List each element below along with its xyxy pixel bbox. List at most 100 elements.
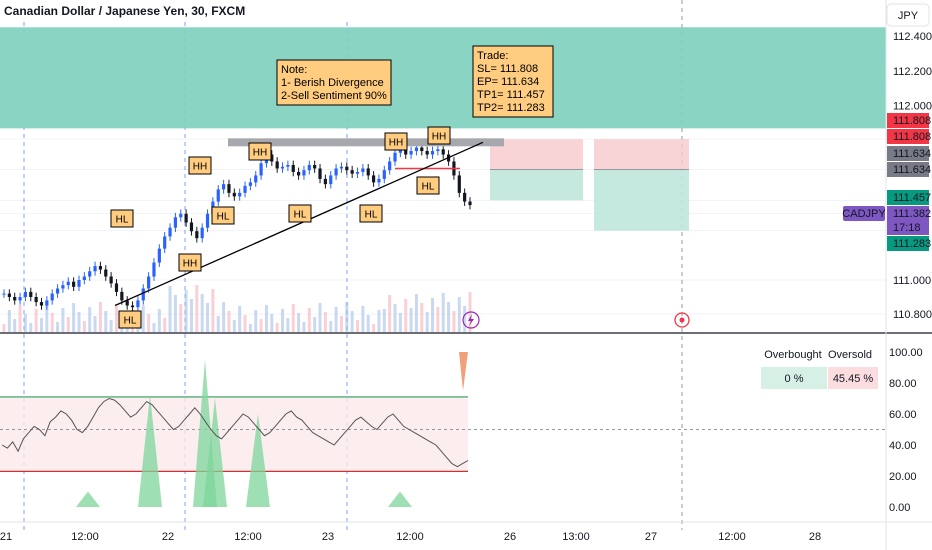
price-tag — [887, 206, 929, 221]
price-tag — [887, 220, 929, 235]
pattern-label-box — [188, 156, 212, 175]
candle-body — [104, 269, 108, 277]
price-tick: 111.000 — [893, 275, 931, 287]
pattern-label-box — [211, 206, 235, 225]
volume-bar — [23, 314, 27, 332]
volume-bar — [361, 306, 365, 332]
price-tag — [887, 146, 929, 161]
candle-body — [334, 168, 338, 176]
candle-body — [291, 164, 295, 172]
note-box-box — [276, 59, 392, 106]
pattern-label-box — [359, 204, 383, 223]
time-marker-icon — [674, 312, 690, 328]
volume-bar — [39, 318, 43, 332]
pattern-label-box — [178, 253, 202, 272]
volume-bars — [2, 285, 472, 332]
pattern-label-hl: HL — [359, 204, 383, 223]
price-tag — [887, 129, 929, 144]
candle-body — [109, 276, 113, 284]
candle-body — [441, 149, 445, 155]
candle-body — [120, 291, 124, 301]
volume-bar — [66, 317, 70, 332]
volume-bar — [323, 312, 327, 332]
volume-bar — [302, 322, 306, 332]
candle-body — [323, 178, 327, 185]
volume-bar — [345, 302, 349, 332]
candle-body — [318, 168, 322, 179]
indicator-tick: 80.00 — [889, 378, 917, 390]
volume-bar — [393, 304, 397, 332]
trade-box-line: SL= 111.808 — [477, 63, 538, 75]
volume-bar — [281, 309, 285, 332]
volume-bar — [286, 318, 290, 332]
price-tag — [887, 190, 929, 205]
volume-bar — [163, 318, 167, 332]
price-tag — [887, 162, 929, 177]
take-profit-box — [594, 169, 689, 231]
price-tick: 112.200 — [893, 66, 932, 78]
volume-bar — [72, 303, 76, 332]
volume-bar — [152, 323, 156, 332]
candle-body — [425, 151, 429, 155]
price-tag-text: 111.808 — [893, 131, 931, 143]
volume-bar — [93, 316, 97, 332]
time-tick: 12:00 — [234, 531, 262, 543]
volume-bar — [366, 315, 370, 332]
candle-body — [77, 280, 81, 287]
volume-bar — [404, 299, 408, 332]
volume-bar — [377, 310, 381, 332]
table-header-overbought: Overbought — [764, 349, 821, 361]
pattern-label-hl: HL — [110, 209, 134, 228]
trade-box-line: EP= 111.634 — [477, 76, 539, 88]
volume-bar — [216, 316, 220, 332]
volume-bar — [339, 316, 343, 332]
candle-body — [93, 266, 97, 272]
price-tag — [887, 236, 929, 251]
candle-body — [7, 293, 11, 297]
candle-body — [88, 271, 92, 277]
trade-box-line: TP1= 111.457 — [477, 89, 545, 101]
volume-bar — [227, 311, 231, 332]
candle-body — [152, 262, 156, 277]
price-tick: 112.400 — [893, 31, 932, 43]
currency-badge — [886, 3, 930, 27]
candle-body — [430, 151, 435, 155]
time-tick: 26 — [504, 531, 516, 543]
candle-body — [371, 175, 376, 183]
pattern-label-box — [118, 310, 142, 329]
candle-body — [404, 149, 408, 155]
candle-body — [414, 147, 419, 152]
band-fill — [0, 396, 468, 472]
candle-body — [157, 248, 161, 263]
candle-body — [436, 149, 440, 152]
price-tag-text: 111.634 — [893, 164, 931, 176]
time-tick: 12:00 — [718, 531, 746, 543]
pattern-label-text: HL — [217, 212, 230, 223]
candle-body — [232, 192, 236, 197]
candle-body — [82, 276, 86, 280]
volume-bar — [222, 302, 226, 332]
sentiment-spike — [203, 398, 227, 507]
candle-body — [147, 276, 151, 289]
volume-bar — [82, 321, 86, 332]
candle-body — [50, 293, 54, 301]
indicator-tick: 20.00 — [889, 471, 917, 483]
time-tick: 27 — [645, 531, 657, 543]
trade-box-line: Trade: — [477, 50, 508, 62]
pattern-label-box — [416, 176, 440, 195]
volume-bar — [195, 285, 199, 332]
lightning-icon — [462, 311, 480, 329]
candle-body — [238, 192, 242, 197]
pattern-label-hh: HH — [178, 253, 202, 272]
supply-zone — [0, 27, 886, 129]
sentiment-spike — [138, 395, 162, 507]
candle-body — [296, 171, 301, 176]
candle-body — [463, 192, 467, 202]
overbought-value: 0 % — [785, 373, 804, 385]
price-tag-text: 111.457 — [893, 192, 931, 204]
pattern-label-text: HL — [116, 215, 129, 226]
volume-bar — [436, 307, 440, 332]
sentiment-indicator: 100.00 80.00 60.00 40.00 20.00 0.00 Overbought… — [0, 347, 923, 514]
